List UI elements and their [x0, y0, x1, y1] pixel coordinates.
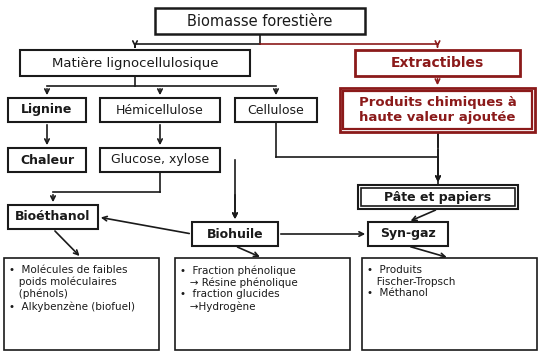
Bar: [100, 98, 220, 122]
Text: Glucose, xylose: Glucose, xylose: [111, 153, 209, 166]
Bar: [362, 258, 537, 350]
Text: Cellulose: Cellulose: [248, 104, 304, 117]
Bar: [100, 148, 220, 172]
Bar: [8, 205, 98, 229]
Text: Syn-gaz: Syn-gaz: [380, 228, 436, 240]
Bar: [4, 258, 159, 350]
Bar: [368, 222, 448, 246]
Bar: [343, 91, 532, 129]
Bar: [358, 185, 518, 209]
Text: Produits chimiques à
haute valeur ajoutée: Produits chimiques à haute valeur ajouté…: [359, 96, 516, 124]
Text: •  Produits
   Fischer-Tropsch
•  Méthanol: • Produits Fischer-Tropsch • Méthanol: [367, 265, 455, 298]
Text: •  Fraction phénolique
   → Résine phénolique
•  fraction glucides
   →Hydrogène: • Fraction phénolique → Résine phénoliqu…: [180, 265, 297, 311]
Bar: [20, 50, 250, 76]
Text: Biohuile: Biohuile: [206, 228, 263, 240]
Bar: [355, 50, 520, 76]
Text: Pâte et papiers: Pâte et papiers: [385, 190, 492, 203]
Text: Chaleur: Chaleur: [20, 153, 74, 166]
Bar: [361, 188, 515, 206]
Text: Bioéthanol: Bioéthanol: [16, 211, 90, 224]
Text: Biomasse forestière: Biomasse forestière: [188, 13, 332, 28]
Text: •  Molécules de faibles
   poids moléculaires
   (phénols)
•  Alkybenzène (biofu: • Molécules de faibles poids moléculaire…: [9, 265, 135, 312]
Bar: [192, 222, 278, 246]
Text: Lignine: Lignine: [21, 104, 73, 117]
Text: Matière lignocellulosique: Matière lignocellulosique: [52, 57, 218, 69]
Bar: [340, 88, 535, 132]
Bar: [8, 148, 86, 172]
Text: Extractibles: Extractibles: [391, 56, 484, 70]
Bar: [155, 8, 365, 34]
Bar: [235, 98, 317, 122]
Bar: [175, 258, 350, 350]
Bar: [8, 98, 86, 122]
Text: Hémicellulose: Hémicellulose: [116, 104, 204, 117]
